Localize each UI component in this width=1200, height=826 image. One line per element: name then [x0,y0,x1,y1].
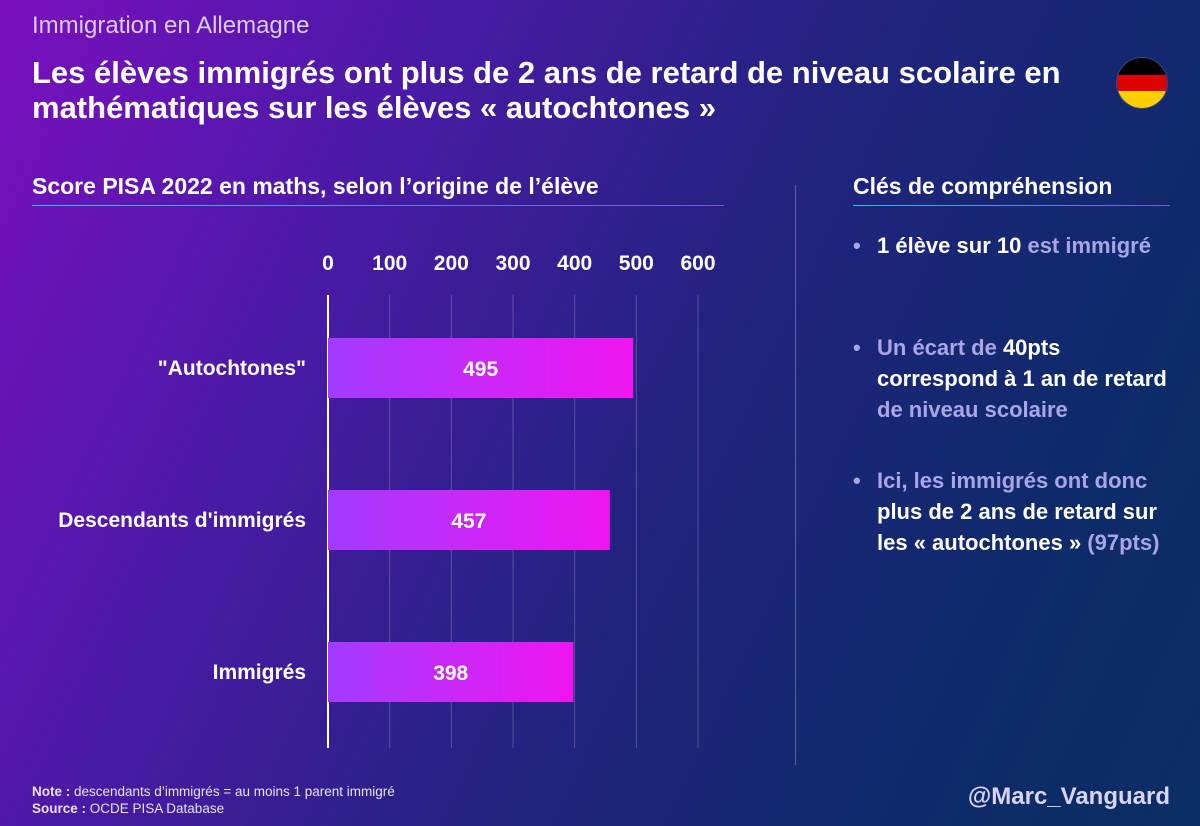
germany-flag-icon [1117,58,1167,108]
key-bullet-1: • 1 élève sur 10 est immigré [853,230,1183,261]
key-bullet-1-part-2: est [1027,233,1060,258]
keys-heading: Clés de compréhension [853,173,1113,199]
chart-heading: Score PISA 2022 en maths, selon l’origin… [32,173,599,199]
x-tick-label: 0 [322,252,334,275]
key-bullet-2-part-3: correspond à 1 an de retard [877,366,1167,391]
note-line: Note : descendants d’immigrés = au moins… [32,784,395,799]
key-bullet-3-text: Ici, les immigrés ont donc plus de 2 ans… [877,465,1183,558]
x-tick-label: 300 [495,252,530,275]
bullet-dot-icon: • [853,468,861,493]
x-tick-label: 100 [372,252,407,275]
key-bullet-3: • Ici, les immigrés ont donc plus de 2 a… [853,465,1183,558]
bar-chart: 0 100 200 300 400 500 600 "Autochtones" 495 Desce… [58,252,715,702]
data-label: 457 [451,510,486,533]
keys-heading-underline [853,205,1170,206]
bar-1 [328,338,634,398]
bar-3 [328,642,574,702]
category-label: Descendants d'immigrés [58,509,306,532]
bullet-dot-icon: • [853,233,861,258]
x-tick-label: 200 [434,252,469,275]
flag-stripe-black [1117,58,1167,75]
key-bullet-2-part-2: 40pts [1002,335,1061,360]
flag-stripe-gold [1117,91,1167,108]
flag-stripe-red [1117,74,1167,92]
key-bullet-2: • Un écart de 40pts correspond à 1 an de… [853,332,1183,425]
data-label: 495 [463,358,498,381]
key-bullet-3-part-2: plus de 2 ans de retard sur les « autoch… [877,499,1157,555]
x-tick-label: 600 [680,252,715,275]
supertitle: Immigration en Allemagne [32,12,310,39]
x-tick-label: 500 [619,252,654,275]
data-label: 398 [433,662,468,685]
footnote: Note : descendants d’immigrés = au moins… [32,783,395,817]
key-bullet-1-text: 1 élève sur 10 est immigré [877,230,1183,261]
x-tick-label: 400 [557,252,592,275]
panel-divider [795,185,796,765]
author-handle: @Marc_Vanguard [967,783,1170,810]
category-label: Immigrés [213,661,306,684]
key-bullet-1-part-3: immigré [1059,233,1151,258]
key-bullet-3-part-1: Ici, les immigrés ont donc [877,468,1148,493]
key-bullet-2-text: Un écart de 40pts correspond à 1 an de r… [877,332,1183,425]
page-title: Les élèves immigrés ont plus de 2 ans de… [32,55,1061,125]
key-bullet-2-part-4: de niveau scolaire [877,397,1068,422]
key-bullet-1-part-1: 1 élève sur 10 [877,233,1028,258]
source-line: Source : OCDE PISA Database [32,801,225,816]
bar-2 [328,490,610,550]
key-bullet-3-part-3: (97pts) [1081,530,1160,555]
category-label: "Autochtones" [158,357,306,380]
key-bullet-2-part-1: Un écart de [877,335,1003,360]
bullet-dot-icon: • [853,335,861,360]
chart-heading-underline [32,205,724,206]
